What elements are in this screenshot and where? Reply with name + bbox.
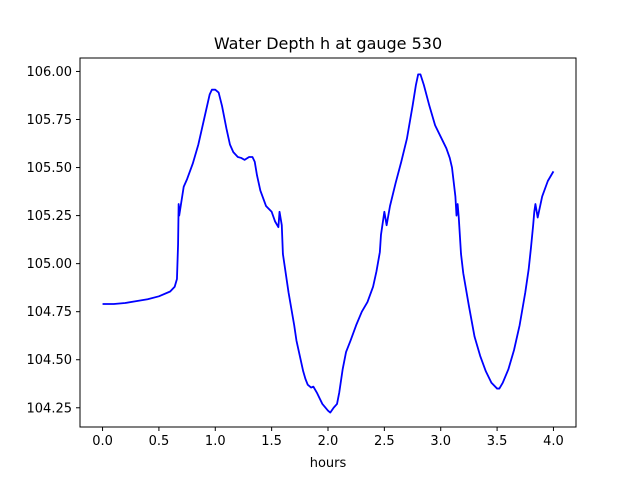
y-tick-label: 104.25 xyxy=(27,401,73,416)
y-tick-label: 105.25 xyxy=(27,209,73,224)
x-tick-label: 3.0 xyxy=(430,434,451,449)
y-axis-ticks: 104.25 104.50 104.75 105.00 105.25 105.50 105.… xyxy=(27,65,80,416)
x-tick-label: 3.5 xyxy=(487,434,508,449)
x-axis-ticks: 0.0 0.5 1.0 1.5 2.0 2.5 3.0 3.5 4.0 xyxy=(92,427,564,449)
x-axis-label: hours xyxy=(310,456,347,471)
y-tick-label: 105.00 xyxy=(27,257,73,272)
chart-title: Water Depth h at gauge 530 xyxy=(214,34,442,53)
y-tick-label: 105.50 xyxy=(27,161,73,176)
x-tick-label: 0.5 xyxy=(149,434,170,449)
y-tick-label: 106.00 xyxy=(27,65,73,80)
x-tick-label: 1.5 xyxy=(261,434,282,449)
y-tick-label: 104.50 xyxy=(27,353,73,368)
y-tick-label: 105.75 xyxy=(27,113,73,128)
x-tick-label: 0.0 xyxy=(92,434,113,449)
x-tick-label: 2.0 xyxy=(318,434,339,449)
x-tick-label: 4.0 xyxy=(543,434,564,449)
y-tick-label: 104.75 xyxy=(27,305,73,320)
plot-frame xyxy=(79,57,577,428)
plot-area xyxy=(80,58,576,427)
series-layer xyxy=(102,73,555,414)
x-tick-label: 2.5 xyxy=(374,434,395,449)
series-line-0 xyxy=(102,73,555,414)
x-tick-label: 1.0 xyxy=(205,434,226,449)
